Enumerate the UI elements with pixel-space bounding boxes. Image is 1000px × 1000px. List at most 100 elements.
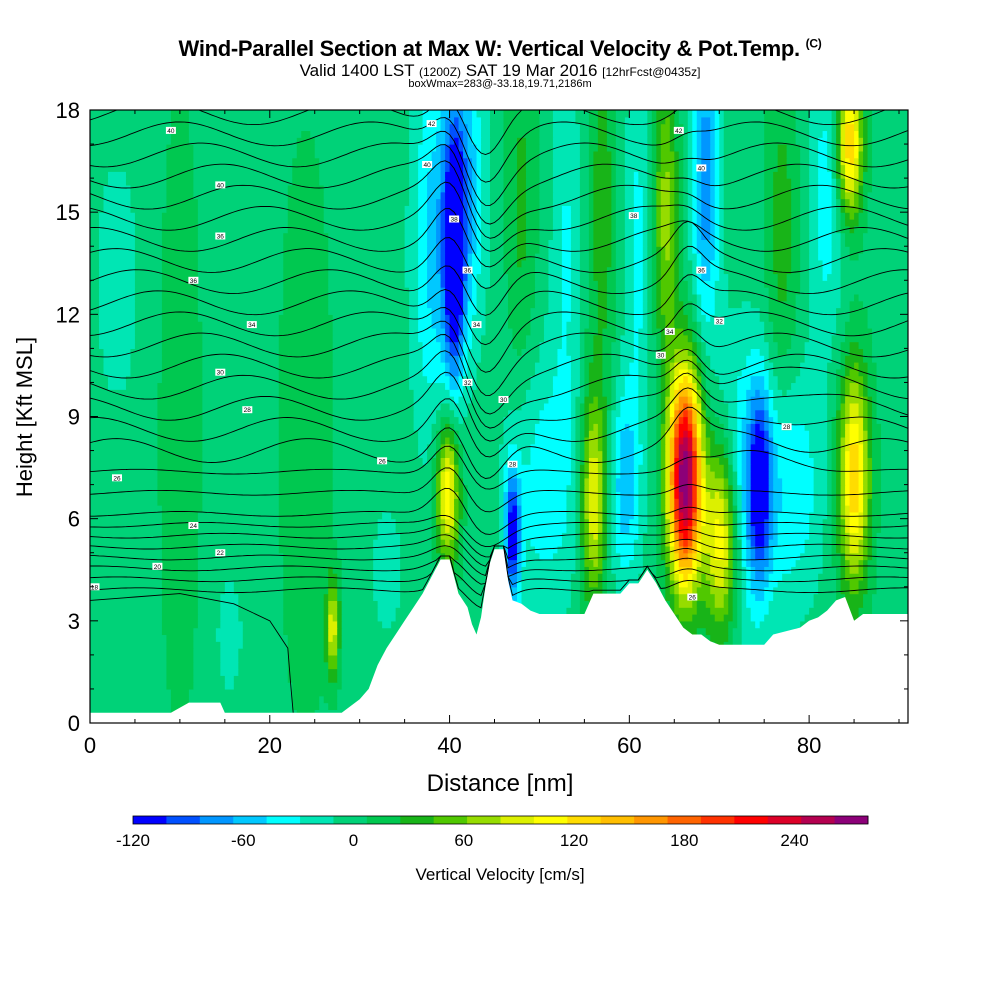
velocity-cell	[858, 525, 864, 533]
velocity-cell	[584, 389, 590, 397]
valid-time-line: Valid 1400 LST (1200Z) SAT 19 Mar 2016 […	[0, 61, 1000, 81]
velocity-cell	[606, 484, 612, 493]
velocity-cell	[728, 525, 734, 533]
velocity-cell	[278, 450, 334, 458]
velocity-cell	[719, 205, 725, 213]
velocity-cell	[719, 273, 729, 281]
colorbar-tick-label: 0	[349, 831, 358, 850]
velocity-cell	[98, 246, 136, 254]
velocity-cell	[458, 314, 464, 322]
velocity-cell	[746, 484, 752, 493]
velocity-cell	[696, 334, 702, 343]
velocity-cell	[539, 123, 554, 132]
velocity-cell	[602, 579, 608, 588]
velocity-cell	[588, 436, 599, 445]
velocity-cell	[809, 334, 833, 343]
velocity-cell	[687, 191, 693, 200]
velocity-cell	[737, 382, 752, 390]
velocity-cell	[687, 218, 693, 227]
velocity-cell	[881, 525, 908, 533]
velocity-cell	[863, 375, 869, 384]
velocity-cell	[638, 498, 648, 506]
velocity-cell	[840, 246, 851, 254]
velocity-cell	[656, 184, 662, 193]
velocity-cell	[737, 436, 743, 445]
velocity-cell	[431, 532, 437, 540]
velocity-cell	[656, 253, 662, 261]
velocity-cell	[530, 307, 550, 315]
velocity-cell	[858, 457, 864, 465]
velocity-cell	[588, 511, 599, 520]
velocity-cell	[660, 525, 666, 533]
velocity-cell	[710, 586, 729, 595]
velocity-cell	[615, 477, 635, 486]
velocity-cell	[516, 218, 527, 227]
velocity-cell	[660, 218, 671, 227]
velocity-cell	[278, 525, 334, 533]
velocity-cell	[539, 178, 554, 186]
velocity-cell	[516, 246, 527, 254]
velocity-cell	[674, 218, 680, 227]
velocity-cell	[701, 436, 707, 445]
velocity-cell	[552, 157, 581, 166]
velocity-cell	[665, 396, 671, 404]
velocity-cell	[328, 600, 338, 608]
velocity-cell	[849, 307, 869, 315]
velocity-cell	[660, 280, 675, 288]
velocity-cell	[840, 130, 846, 138]
velocity-cell	[656, 171, 666, 179]
velocity-cell	[606, 293, 617, 302]
velocity-cell	[449, 375, 460, 384]
velocity-cell	[202, 382, 280, 390]
velocity-cell	[656, 539, 662, 547]
velocity-cell	[750, 532, 756, 540]
velocity-cell	[278, 423, 334, 431]
velocity-cell	[773, 545, 806, 554]
velocity-cell	[278, 375, 334, 384]
velocity-cell	[197, 300, 284, 309]
theta-contour-line	[90, 274, 908, 346]
velocity-cell	[579, 225, 590, 234]
velocity-cell	[458, 552, 464, 561]
velocity-cell	[615, 573, 639, 581]
velocity-cell	[732, 593, 738, 601]
velocity-cell	[723, 205, 765, 213]
velocity-cell	[525, 198, 541, 206]
velocity-cell	[90, 184, 105, 193]
velocity-cell	[467, 287, 473, 295]
velocity-cell	[696, 273, 702, 281]
velocity-cell	[579, 246, 590, 254]
velocity-cell	[490, 164, 505, 172]
velocity-cell	[615, 110, 630, 118]
velocity-cell	[714, 232, 720, 241]
velocity-cell	[773, 586, 819, 595]
velocity-cell	[633, 246, 644, 254]
velocity-cell	[647, 484, 657, 493]
velocity-cell	[701, 545, 716, 554]
velocity-cell	[490, 178, 505, 186]
velocity-cell	[849, 157, 855, 166]
velocity-cell	[602, 341, 612, 349]
velocity-cell	[611, 470, 617, 479]
velocity-cell	[732, 464, 738, 472]
velocity-cell	[481, 239, 491, 247]
velocity-cell	[683, 157, 689, 166]
theta-contour-line	[90, 514, 908, 548]
colorbar: Vertical Velocity [cm/s] -120 -60 0 60 120 18…	[116, 815, 869, 884]
velocity-cell	[561, 266, 572, 275]
velocity-cell	[503, 171, 518, 179]
velocity-cell	[575, 552, 581, 561]
velocity-cell	[732, 559, 738, 567]
velocity-cell	[696, 566, 711, 574]
velocity-cell	[728, 423, 738, 431]
velocity-cell	[593, 246, 612, 254]
velocity-cell	[463, 137, 469, 145]
velocity-cell	[458, 382, 464, 390]
velocity-cell	[732, 627, 743, 636]
velocity-cell	[90, 259, 100, 268]
velocity-cell	[98, 293, 136, 302]
velocity-cell	[750, 491, 770, 499]
velocity-cell	[651, 137, 657, 145]
velocity-cell	[449, 150, 464, 159]
velocity-cell	[611, 205, 617, 213]
